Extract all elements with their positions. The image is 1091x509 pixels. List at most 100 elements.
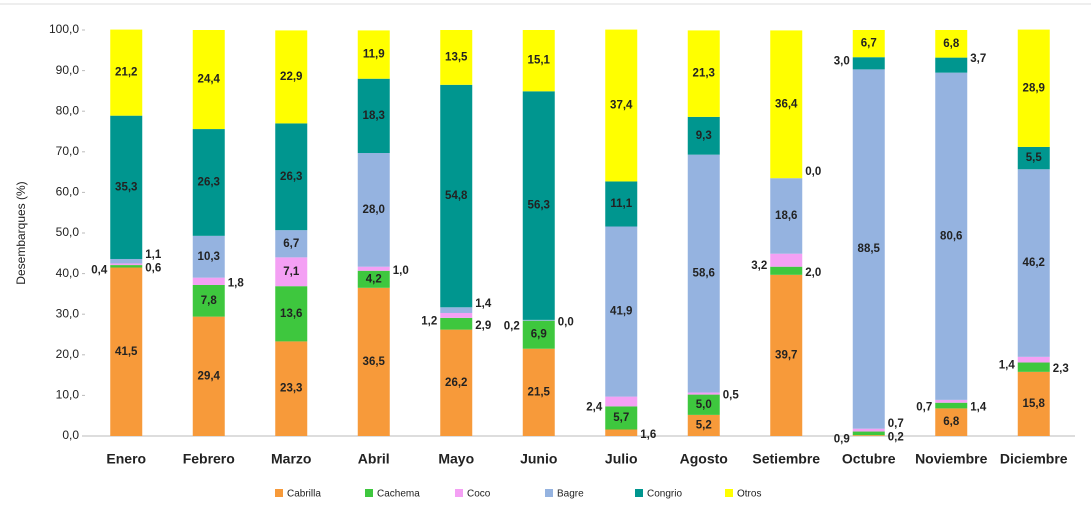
bar-segment	[275, 123, 308, 231]
y-tick-label: 30,0	[56, 306, 80, 320]
bar-segment	[522, 320, 555, 349]
data-label: 37,4	[610, 100, 633, 112]
data-label: 41,9	[610, 306, 632, 318]
data-label: 26,3	[198, 176, 220, 188]
data-label: 1,1	[145, 249, 162, 261]
x-tick-label: Mayo	[438, 451, 474, 467]
y-tick-label: 100,0	[49, 22, 79, 36]
bar-segment	[687, 154, 720, 393]
bar-segment	[605, 226, 638, 397]
bar-segment	[935, 57, 968, 73]
bar-segment	[357, 78, 390, 154]
bar-segment	[357, 30, 390, 79]
bar-segment	[935, 402, 968, 409]
data-label: 4,2	[366, 273, 382, 285]
y-tick-label: 20,0	[56, 347, 80, 361]
bar-segment	[770, 274, 803, 436]
bar-segment	[275, 257, 308, 287]
data-label: 5,5	[1026, 152, 1043, 164]
data-label: 88,5	[858, 243, 881, 255]
bar-segment	[110, 29, 143, 116]
data-label: 6,9	[531, 329, 547, 341]
x-tick-label: Julio	[605, 451, 638, 467]
bar-segment	[110, 263, 143, 266]
data-label: 6,8	[943, 38, 960, 50]
x-tick-label: Diciembre	[1000, 451, 1068, 467]
bar-segment	[687, 392, 720, 395]
bar-segment	[440, 312, 473, 318]
bar-segment	[440, 30, 473, 85]
data-label: 13,6	[280, 308, 302, 320]
y-tick-label: 10,0	[56, 388, 80, 402]
data-label: 21,5	[528, 386, 551, 398]
bar-segment	[605, 396, 638, 407]
bar-segment	[1017, 169, 1050, 357]
data-label: 0,0	[805, 166, 821, 178]
y-tick-label: 90,0	[56, 63, 80, 77]
data-label: 23,3	[280, 383, 302, 395]
data-label: 5,2	[696, 419, 712, 431]
bar-segment	[440, 84, 473, 308]
legend-swatch	[725, 489, 733, 497]
x-tick-label: Octubre	[842, 451, 896, 467]
y-tick-label: 80,0	[56, 103, 80, 117]
data-label: 26,2	[445, 377, 467, 389]
legend-swatch	[635, 489, 643, 497]
y-tick-label: 70,0	[56, 144, 80, 158]
data-label: 6,8	[943, 416, 960, 428]
bar-segment	[687, 30, 720, 117]
bar-segment	[605, 181, 638, 227]
bar-segment	[357, 287, 390, 436]
bar-segment	[110, 267, 143, 436]
data-label: 28,0	[363, 204, 385, 216]
data-label: 18,3	[363, 110, 385, 122]
x-tick-label: Setiembre	[752, 451, 820, 467]
data-label: 18,6	[775, 210, 797, 222]
legend-label: Coco	[467, 489, 491, 500]
bar-segment	[440, 307, 473, 313]
bar-segment	[605, 429, 638, 436]
legend-label: Cachema	[377, 489, 420, 500]
bar-segment	[852, 57, 885, 70]
y-tick-label: 40,0	[56, 266, 80, 280]
data-label: 0,7	[888, 418, 904, 430]
bar-segment	[192, 129, 225, 236]
bar-segment	[687, 414, 720, 436]
data-label: 5,0	[696, 399, 712, 411]
data-label: 2,4	[586, 402, 603, 414]
bar-segment	[935, 399, 968, 403]
data-label: 21,2	[115, 67, 137, 79]
bar-segment	[935, 30, 968, 58]
bar-segment	[852, 431, 885, 436]
data-label: 46,2	[1023, 257, 1045, 269]
bar-segment	[192, 30, 225, 130]
x-tick-label: Marzo	[271, 451, 311, 467]
data-label: 1,6	[640, 429, 656, 441]
bar-segment	[440, 329, 473, 436]
bar-segment	[110, 265, 143, 268]
data-label: 29,4	[198, 370, 221, 382]
data-label: 5,7	[613, 412, 629, 424]
bar-segment	[522, 319, 555, 321]
bar-segment	[770, 266, 803, 275]
legend-label: Congrio	[647, 489, 682, 500]
bar-segment	[275, 286, 308, 342]
bar-segment	[192, 284, 225, 317]
data-label: 1,8	[228, 277, 245, 289]
data-label: 36,5	[363, 356, 386, 368]
bar-segment	[357, 266, 390, 271]
data-label: 22,9	[280, 71, 302, 83]
bar-segment	[605, 29, 638, 182]
legend-label: Otros	[737, 489, 761, 500]
data-label: 2,0	[805, 267, 821, 279]
legend-label: Cabrilla	[287, 489, 321, 500]
bar-segment	[192, 277, 225, 285]
data-label: 3,0	[834, 55, 850, 67]
bar-segment	[522, 348, 555, 436]
data-label: 0,4	[91, 264, 108, 276]
data-label: 1,0	[393, 265, 409, 277]
x-tick-label: Enero	[106, 451, 146, 467]
data-label: 15,1	[528, 55, 551, 67]
data-label: 0,2	[888, 432, 904, 444]
x-tick-label: Febrero	[183, 451, 235, 467]
